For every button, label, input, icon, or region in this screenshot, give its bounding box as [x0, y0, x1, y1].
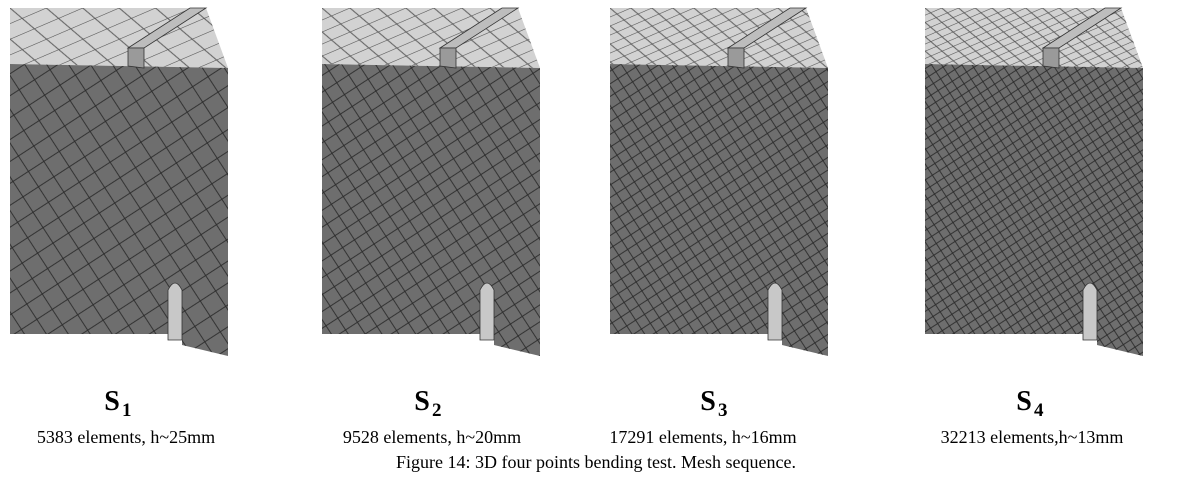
panel-caption: 9528 elements, h~20mm — [343, 427, 521, 447]
panel-subscript: 3 — [718, 400, 728, 421]
front-mesh — [322, 64, 540, 356]
panel-label: S — [700, 386, 716, 417]
mesh-image — [925, 8, 1143, 356]
front-mesh — [610, 64, 828, 356]
ridge-front — [728, 48, 744, 68]
front-mesh — [10, 64, 228, 356]
top-mesh — [322, 8, 540, 68]
mesh-image — [610, 8, 828, 356]
notch — [168, 283, 182, 340]
panel-caption: 17291 elements, h~16mm — [609, 427, 796, 447]
ridge-front — [128, 48, 144, 68]
panel-subscript: 1 — [122, 400, 132, 421]
panel-label: S — [1016, 386, 1032, 417]
top-mesh — [610, 8, 828, 68]
notch — [1083, 283, 1097, 340]
ridge-front — [440, 48, 456, 68]
page: {"panels": [ {"label": "S", "subscript":… — [0, 0, 1182, 484]
figure: S15383 elements, h~25mmS29528 elements, … — [0, 0, 1182, 484]
top-mesh — [10, 8, 228, 68]
panel-subscript: 4 — [1034, 400, 1044, 421]
notch — [480, 283, 494, 340]
panel-caption: 32213 elements,h~13mm — [941, 427, 1124, 447]
notch — [768, 283, 782, 340]
ridge-front — [1043, 48, 1059, 68]
panel-caption: 5383 elements, h~25mm — [37, 427, 215, 447]
figure-caption: Figure 14: 3D four points bending test. … — [396, 452, 796, 472]
panel-label: S — [414, 386, 430, 417]
panel-label: S — [104, 386, 120, 417]
mesh-image — [322, 8, 540, 356]
top-mesh — [925, 8, 1143, 68]
mesh-image — [10, 8, 228, 356]
front-mesh — [925, 64, 1143, 356]
panel-subscript: 2 — [432, 400, 442, 421]
